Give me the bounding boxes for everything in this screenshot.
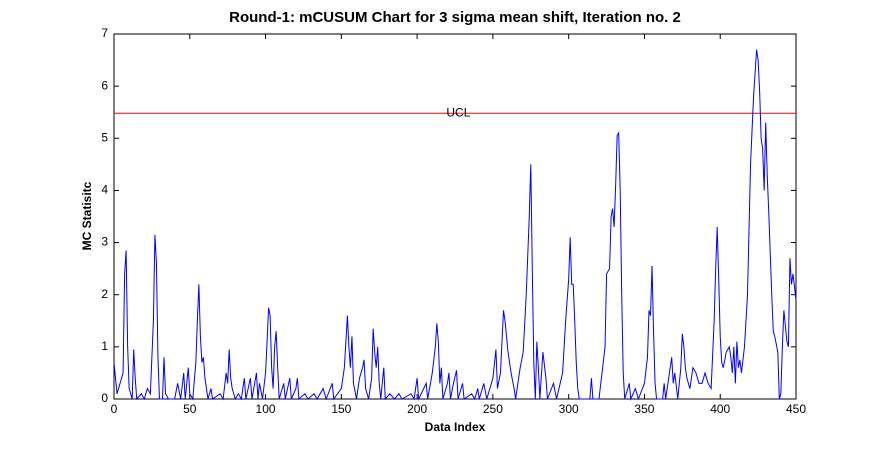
ucl-label: UCL	[446, 105, 470, 119]
data-line	[113, 49, 797, 401]
y-axis-label: MC Statisitc	[80, 181, 94, 250]
y-tick-label: 3	[101, 235, 108, 249]
x-axis-label: Data Index	[425, 420, 486, 434]
x-tick-label: 250	[483, 402, 503, 416]
y-tick-label: 6	[101, 78, 108, 92]
x-tick-label: 400	[710, 402, 730, 416]
y-tick-label: 0	[101, 391, 108, 405]
y-tick-label: 7	[101, 26, 108, 40]
x-tick-label: 300	[559, 402, 579, 416]
x-tick-label: 350	[634, 402, 654, 416]
x-tick-label: 200	[407, 402, 427, 416]
y-tick-label: 2	[101, 287, 108, 301]
x-tick-label: 100	[256, 402, 276, 416]
y-tick-label: 5	[101, 130, 108, 144]
chart-title: Round-1: mCUSUM Chart for 3 sigma mean s…	[229, 9, 681, 26]
y-tick-label: 1	[101, 339, 108, 353]
plot-area	[113, 33, 797, 400]
x-tick-label: 150	[331, 402, 351, 416]
x-tick-label: 450	[786, 402, 806, 416]
y-tick-label: 4	[101, 183, 108, 197]
x-tick-label: 50	[183, 402, 197, 416]
x-tick-label: 0	[111, 402, 118, 416]
